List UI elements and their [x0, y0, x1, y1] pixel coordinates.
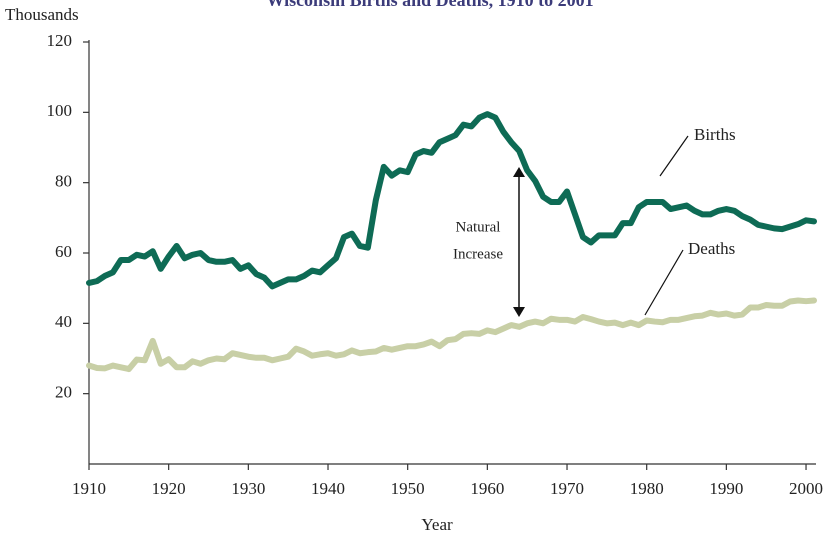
leader-line: [659, 135, 689, 177]
x-axis-label: Year: [421, 515, 453, 534]
x-tick-label: 1970: [550, 479, 584, 498]
y-tick-label: 120: [47, 31, 73, 50]
x-tick-label: 2000: [789, 479, 823, 498]
x-tick-label: 1960: [470, 479, 504, 498]
x-tick-label: 1940: [311, 479, 345, 498]
y-tick-label: 40: [55, 312, 72, 331]
chart-title: Wisconsin Births and Deaths, 1910 to 200…: [266, 0, 593, 10]
series-label: Deaths: [688, 239, 735, 258]
annotation: Increase: [453, 246, 503, 262]
x-tick-label: 1980: [630, 479, 664, 498]
x-tick-label: 1920: [152, 479, 186, 498]
x-tick-label: 1930: [231, 479, 265, 498]
y-tick-label: 80: [55, 172, 72, 191]
x-tick-label: 1990: [709, 479, 743, 498]
x-tick-label: 1950: [391, 479, 425, 498]
y-axis-label: Thousands: [5, 5, 79, 24]
series-line: [86, 297, 817, 373]
y-tick-label: 20: [55, 383, 72, 402]
y-tick-label: 100: [47, 101, 73, 120]
leader-line: [644, 249, 684, 316]
x-tick-label: 1910: [72, 479, 106, 498]
series-line: [86, 111, 817, 290]
y-tick-label: 60: [55, 242, 72, 261]
series-label: Births: [694, 125, 736, 144]
annotation: Natural: [456, 219, 501, 235]
